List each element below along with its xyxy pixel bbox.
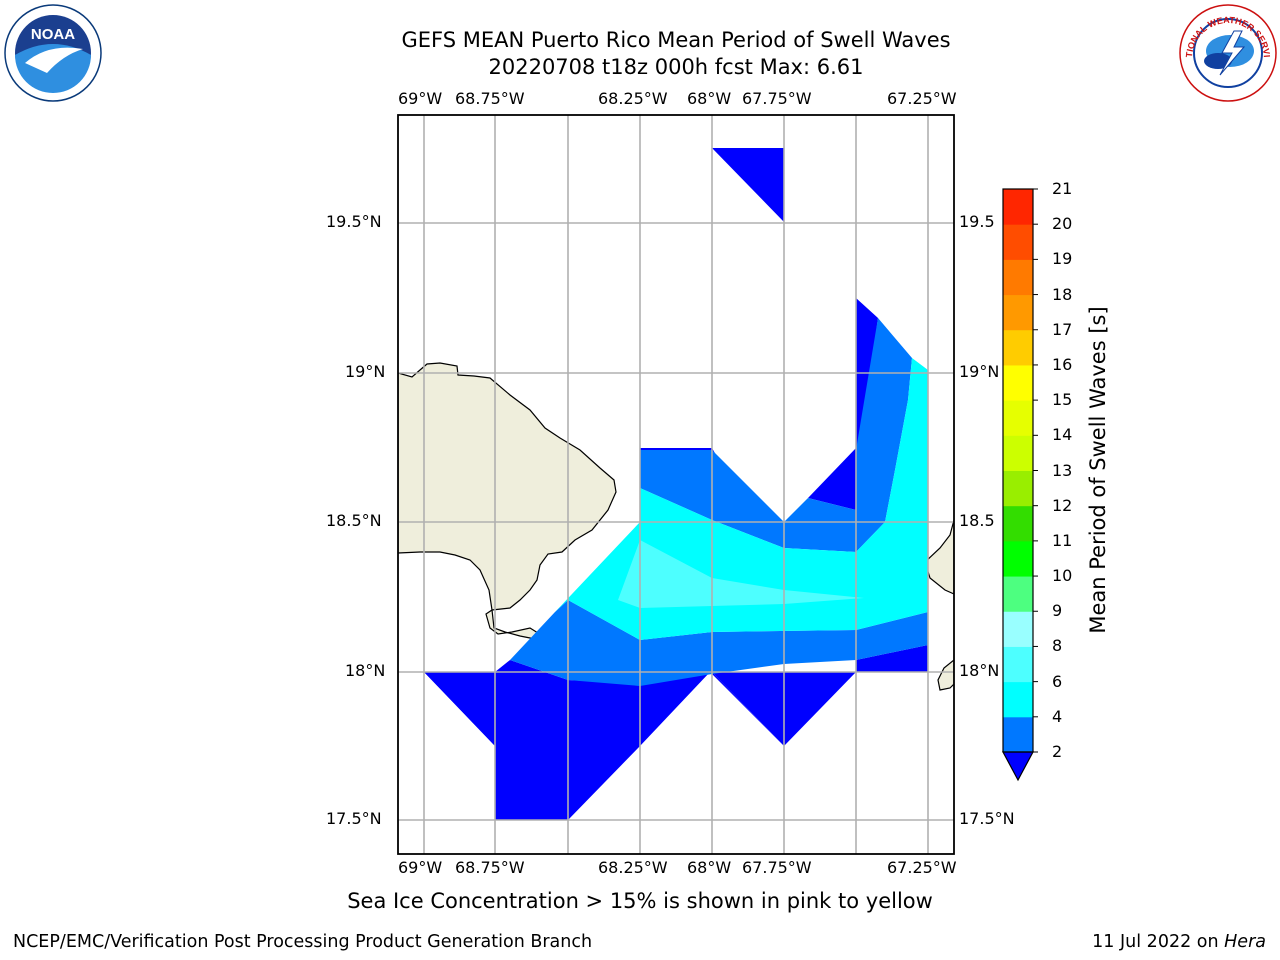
- lon-tick-bottom: 67.25°W: [887, 858, 957, 877]
- swell-contour-2-4: [424, 672, 495, 746]
- lat-tick-right: 18.5: [959, 511, 995, 530]
- swell-contour-2-4: [856, 645, 928, 672]
- colorbar-segment: [1003, 364, 1033, 401]
- lon-tick-top: 67.25°W: [887, 89, 957, 108]
- colorbar-segment: [1003, 329, 1033, 366]
- land-hispaniola: [398, 362, 617, 641]
- colorbar-segment: [1003, 435, 1033, 471]
- swell-contour-2-4: [808, 448, 856, 510]
- colorbar-tick-label: 4: [1052, 706, 1063, 726]
- colorbar-tick-label: 6: [1052, 671, 1063, 691]
- lon-tick-bottom: 69°W: [398, 858, 443, 877]
- colorbar-tick-label: 8: [1052, 636, 1063, 656]
- footer-credit: NCEP/EMC/Verification Post Processing Pr…: [13, 932, 593, 952]
- lat-tick-left: 18°N: [345, 661, 386, 680]
- lat-tick-right: 19.5: [959, 212, 995, 231]
- lon-tick-bottom: 68.25°W: [598, 858, 668, 877]
- colorbar-segment: [1003, 540, 1033, 577]
- swell-contour-4-6: [510, 600, 928, 686]
- nws-logo: NATIONAL WEATHER SERVICE: [1175, 0, 1278, 103]
- lon-tick-top: 68°W: [687, 89, 732, 108]
- land-puerto-rico-south: [937, 659, 954, 691]
- colorbar-tick-label: 16: [1052, 354, 1073, 374]
- colorbar-tick-label: 19: [1052, 249, 1073, 269]
- land-puerto-rico: [924, 519, 954, 595]
- lat-tick-left: 18.5°N: [326, 511, 382, 530]
- colorbar-segment: [1003, 681, 1033, 718]
- noaa-logo: NOAA: [3, 3, 103, 103]
- swell-contour-4-6: [640, 318, 912, 552]
- colorbar-segment: [1003, 470, 1033, 507]
- lon-tick-top: 68.75°W: [455, 89, 525, 108]
- lon-tick-bottom: 68.75°W: [455, 858, 525, 877]
- svg-text:NOAA: NOAA: [31, 26, 75, 43]
- colorbar-tick-label: 18: [1052, 284, 1073, 304]
- lat-tick-left: 19°N: [345, 362, 386, 381]
- lat-tick-right: 18°N: [959, 661, 1000, 680]
- lat-tick-left: 17.5°N: [326, 809, 382, 828]
- colorbar-segment: [1003, 189, 1033, 225]
- colorbar-segment: [1003, 716, 1033, 753]
- lat-tick-left: 19.5°N: [326, 212, 382, 231]
- caption: Sea Ice Concentration > 15% is shown in …: [347, 889, 933, 913]
- colorbar-tick-label: 11: [1052, 530, 1073, 550]
- map-gridlines: [398, 115, 954, 854]
- colorbar-tick-label: 12: [1052, 495, 1073, 515]
- colorbar-tick-label: 14: [1052, 425, 1073, 445]
- colorbar-tick-label: 20: [1052, 214, 1073, 234]
- plot-subtitle: 20220708 t18z 000h fcst Max: 6.61: [488, 55, 864, 79]
- lon-tick-bottom: 68°W: [687, 858, 732, 877]
- colorbar-tick-label: 2: [1052, 742, 1063, 761]
- colorbar-tick-label: 10: [1052, 566, 1073, 586]
- colorbar-tick-label: 17: [1052, 319, 1073, 339]
- colorbar-tick-label: 15: [1052, 390, 1073, 410]
- lon-tick-top: 68.25°W: [598, 89, 668, 108]
- colorbar-tick-label: 9: [1052, 601, 1063, 621]
- colorbar-segment: [1003, 259, 1033, 296]
- footer-host: Hera: [1224, 932, 1266, 952]
- colorbar-segment: [1003, 646, 1033, 683]
- lat-tick-right: 19°N: [959, 362, 1000, 381]
- colorbar-extend: [1001, 751, 1035, 782]
- swell-contour-8-9: [618, 540, 864, 608]
- colorbar-title: Mean Period of Swell Waves [s]: [1086, 306, 1110, 634]
- footer-date: 11 Jul 2022 on Hera: [1092, 932, 1266, 952]
- colorbar-segment: [1003, 611, 1033, 647]
- colorbar-segment: [1003, 505, 1033, 542]
- map-frame: [397, 114, 955, 855]
- colorbar-segment: [1003, 294, 1033, 331]
- plot-title: GEFS MEAN Puerto Rico Mean Period of Swe…: [401, 28, 951, 52]
- lon-tick-top: 67.75°W: [742, 89, 812, 108]
- colorbar: [1001, 188, 1038, 782]
- lon-tick-top: 69°W: [398, 89, 443, 108]
- colorbar-tick-label: 13: [1052, 460, 1073, 480]
- lat-tick-right: 17.5°N: [959, 809, 1015, 828]
- colorbar-tick-label: 21: [1052, 179, 1073, 198]
- swell-contour-2-4: [712, 148, 784, 222]
- swell-contour-2-4: [424, 660, 928, 820]
- colorbar-segment: [1003, 576, 1033, 612]
- colorbar-segment: [1003, 224, 1033, 260]
- lon-tick-bottom: 67.75°W: [742, 858, 812, 877]
- colorbar-segment: [1003, 400, 1033, 436]
